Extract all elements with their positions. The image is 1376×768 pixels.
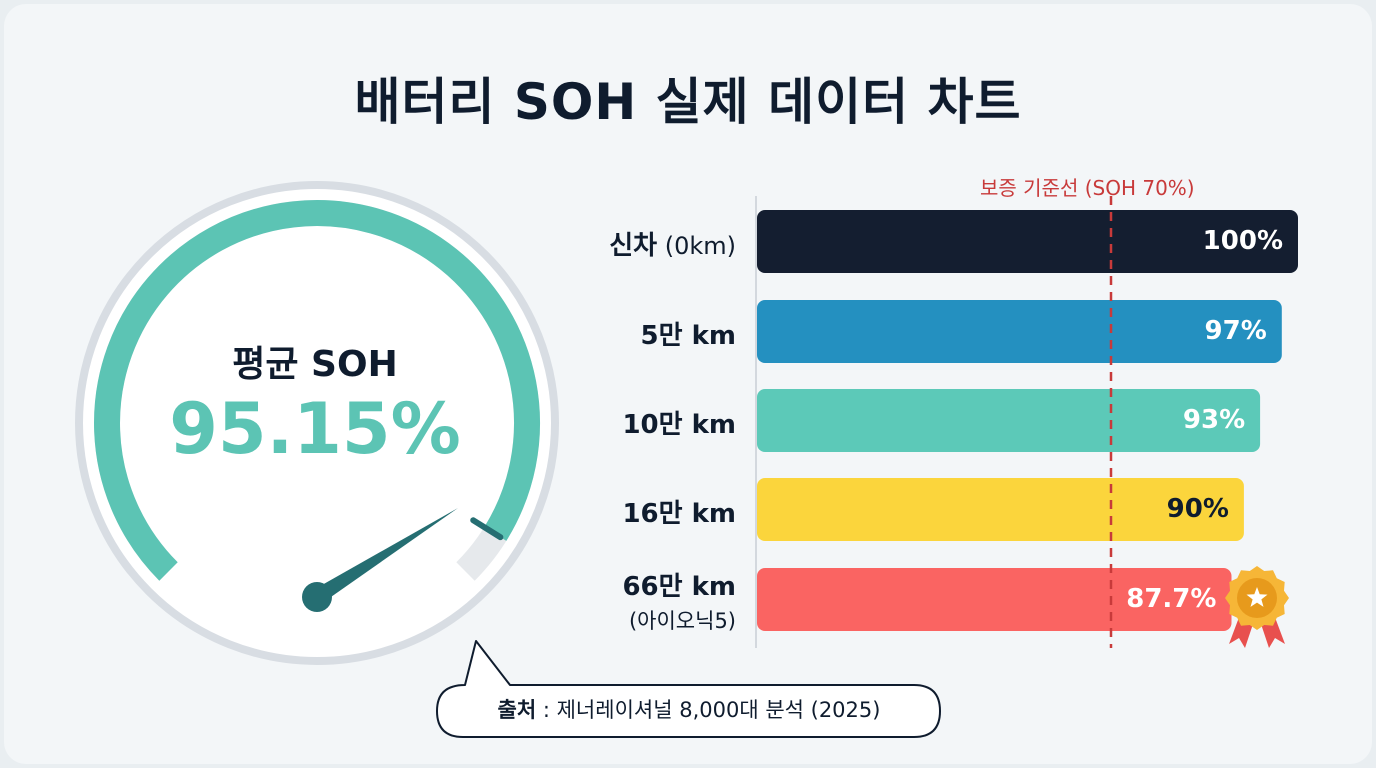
gauge-label: 평균 SOH xyxy=(232,344,398,385)
category-label: 5만 km xyxy=(641,315,736,352)
category-label-main: 신차 xyxy=(609,231,658,261)
category-label-main: 5만 km xyxy=(640,321,736,351)
guide-line-label: 보증 기준선 (SOH 70%) xyxy=(980,176,1195,200)
bar-1 xyxy=(757,300,1282,363)
category-label: 16만 km xyxy=(622,493,736,530)
bar-value-label: 97% xyxy=(1204,316,1267,346)
category-label: 66만 km (아이오닉5) xyxy=(622,566,736,635)
bar-value-label: 90% xyxy=(1166,494,1229,524)
bar-3 xyxy=(757,478,1244,541)
bar-value-label: 93% xyxy=(1182,405,1246,435)
bar-0 xyxy=(757,210,1298,273)
bar-value-label: 87.7% xyxy=(1126,584,1217,614)
source-text: 제너레이셔널 8,000대 분석 (2025) xyxy=(556,698,881,722)
source-note: 출처 : 제너레이셔널 8,000대 분석 (2025) xyxy=(437,684,941,738)
bar-2 xyxy=(757,389,1261,452)
award-medal-icon xyxy=(1225,566,1289,648)
gauge-outer-ring xyxy=(75,181,559,665)
category-label-main: 10만 km xyxy=(622,410,736,440)
gauge-value: 95.15% xyxy=(169,388,461,470)
source-prefix: 출처 xyxy=(497,698,537,722)
gauge-hub xyxy=(302,582,332,612)
category-label-sub: (아이오닉5) xyxy=(628,609,736,633)
category-label-main: 16만 km xyxy=(622,499,736,529)
category-label: 신차 (0km) xyxy=(609,225,736,262)
category-label-rest: (0km) xyxy=(657,232,736,260)
source-bubble-shape xyxy=(436,640,941,738)
gauge-needle xyxy=(312,508,458,604)
gauge-tick xyxy=(470,517,504,541)
source-separator: : xyxy=(536,698,557,722)
page-title: 배터리 SOH 실제 데이터 차트 xyxy=(354,73,1022,131)
category-label-main: 66만 km xyxy=(622,572,736,602)
category-label: 10만 km xyxy=(622,404,736,441)
gauge-arc xyxy=(94,200,540,581)
bar-value-label: 100% xyxy=(1202,226,1283,256)
bar-4 xyxy=(757,568,1232,631)
